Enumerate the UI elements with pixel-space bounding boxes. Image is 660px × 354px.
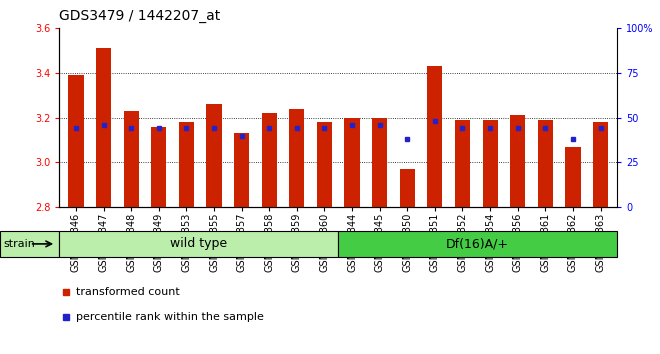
Bar <box>593 122 608 207</box>
Bar <box>234 133 249 207</box>
Bar <box>151 127 166 207</box>
Bar <box>482 120 498 207</box>
Bar <box>345 118 360 207</box>
Bar <box>123 111 139 207</box>
Bar <box>455 120 470 207</box>
Text: transformed count: transformed count <box>76 287 180 297</box>
Bar <box>207 104 222 207</box>
Text: Df(16)A/+: Df(16)A/+ <box>446 238 509 250</box>
Bar <box>400 169 415 207</box>
Bar <box>338 231 617 257</box>
Bar <box>538 120 553 207</box>
Text: wild type: wild type <box>170 238 228 250</box>
Text: GDS3479 / 1442207_at: GDS3479 / 1442207_at <box>59 9 220 23</box>
Text: percentile rank within the sample: percentile rank within the sample <box>76 312 264 322</box>
Bar <box>427 66 442 207</box>
Bar <box>510 115 525 207</box>
Bar <box>0 231 59 257</box>
Bar <box>566 147 581 207</box>
Bar <box>69 75 84 207</box>
Bar <box>261 113 277 207</box>
Bar <box>96 48 111 207</box>
Bar <box>289 109 304 207</box>
Bar <box>59 231 338 257</box>
Bar <box>372 118 387 207</box>
Bar <box>179 122 194 207</box>
Bar <box>317 122 332 207</box>
Text: strain: strain <box>3 239 35 249</box>
